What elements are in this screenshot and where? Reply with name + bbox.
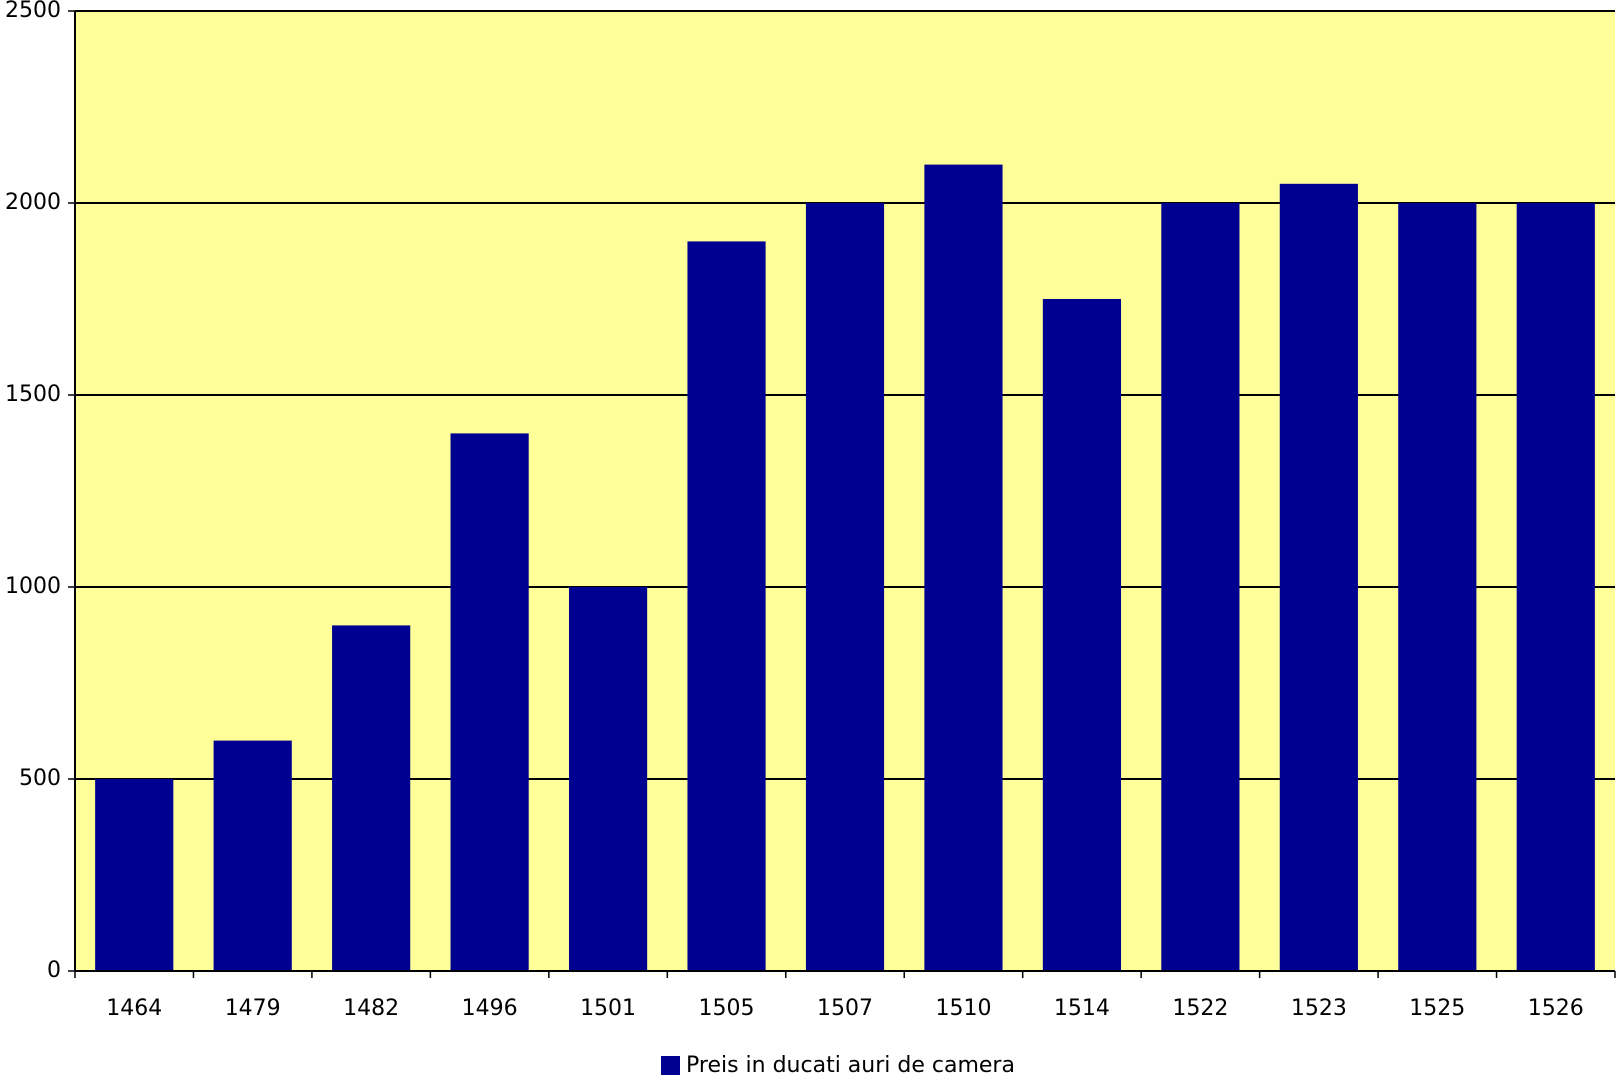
bar bbox=[1516, 203, 1595, 971]
bar bbox=[1042, 299, 1122, 971]
y-tick-label: 0 bbox=[47, 958, 61, 983]
x-tick-label: 1510 bbox=[935, 996, 991, 1021]
legend-swatch bbox=[661, 1056, 680, 1075]
x-tick-label: 1479 bbox=[225, 996, 281, 1021]
y-tick-label: 1000 bbox=[5, 574, 61, 599]
bar bbox=[568, 587, 648, 971]
x-tick-label: 1526 bbox=[1528, 996, 1584, 1021]
x-tick-label: 1464 bbox=[106, 996, 162, 1021]
x-tick-label: 1522 bbox=[1172, 996, 1228, 1021]
bar bbox=[1161, 203, 1240, 971]
x-tick-label: 1505 bbox=[699, 996, 755, 1021]
x-tick-label: 1514 bbox=[1054, 996, 1110, 1021]
x-tick-label: 1525 bbox=[1409, 996, 1465, 1021]
x-tick-label: 1501 bbox=[580, 996, 636, 1021]
bar bbox=[450, 433, 529, 971]
y-tick-label: 2000 bbox=[5, 190, 61, 215]
bar bbox=[687, 241, 766, 971]
bar bbox=[805, 203, 885, 971]
x-tick-label: 1523 bbox=[1291, 996, 1347, 1021]
y-tick-label: 500 bbox=[19, 766, 61, 791]
x-tick-label: 1496 bbox=[462, 996, 518, 1021]
bar bbox=[213, 740, 292, 971]
bar bbox=[1398, 203, 1477, 971]
bar bbox=[332, 625, 411, 971]
y-tick-label: 2500 bbox=[5, 0, 61, 23]
bar bbox=[95, 779, 174, 971]
x-tick-label: 1482 bbox=[343, 996, 399, 1021]
bar bbox=[924, 164, 1003, 972]
legend-label: Preis in ducati auri de camera bbox=[686, 1053, 1015, 1078]
bar bbox=[1279, 183, 1358, 972]
y-tick-label: 1500 bbox=[5, 382, 61, 407]
x-tick-label: 1507 bbox=[817, 996, 873, 1021]
